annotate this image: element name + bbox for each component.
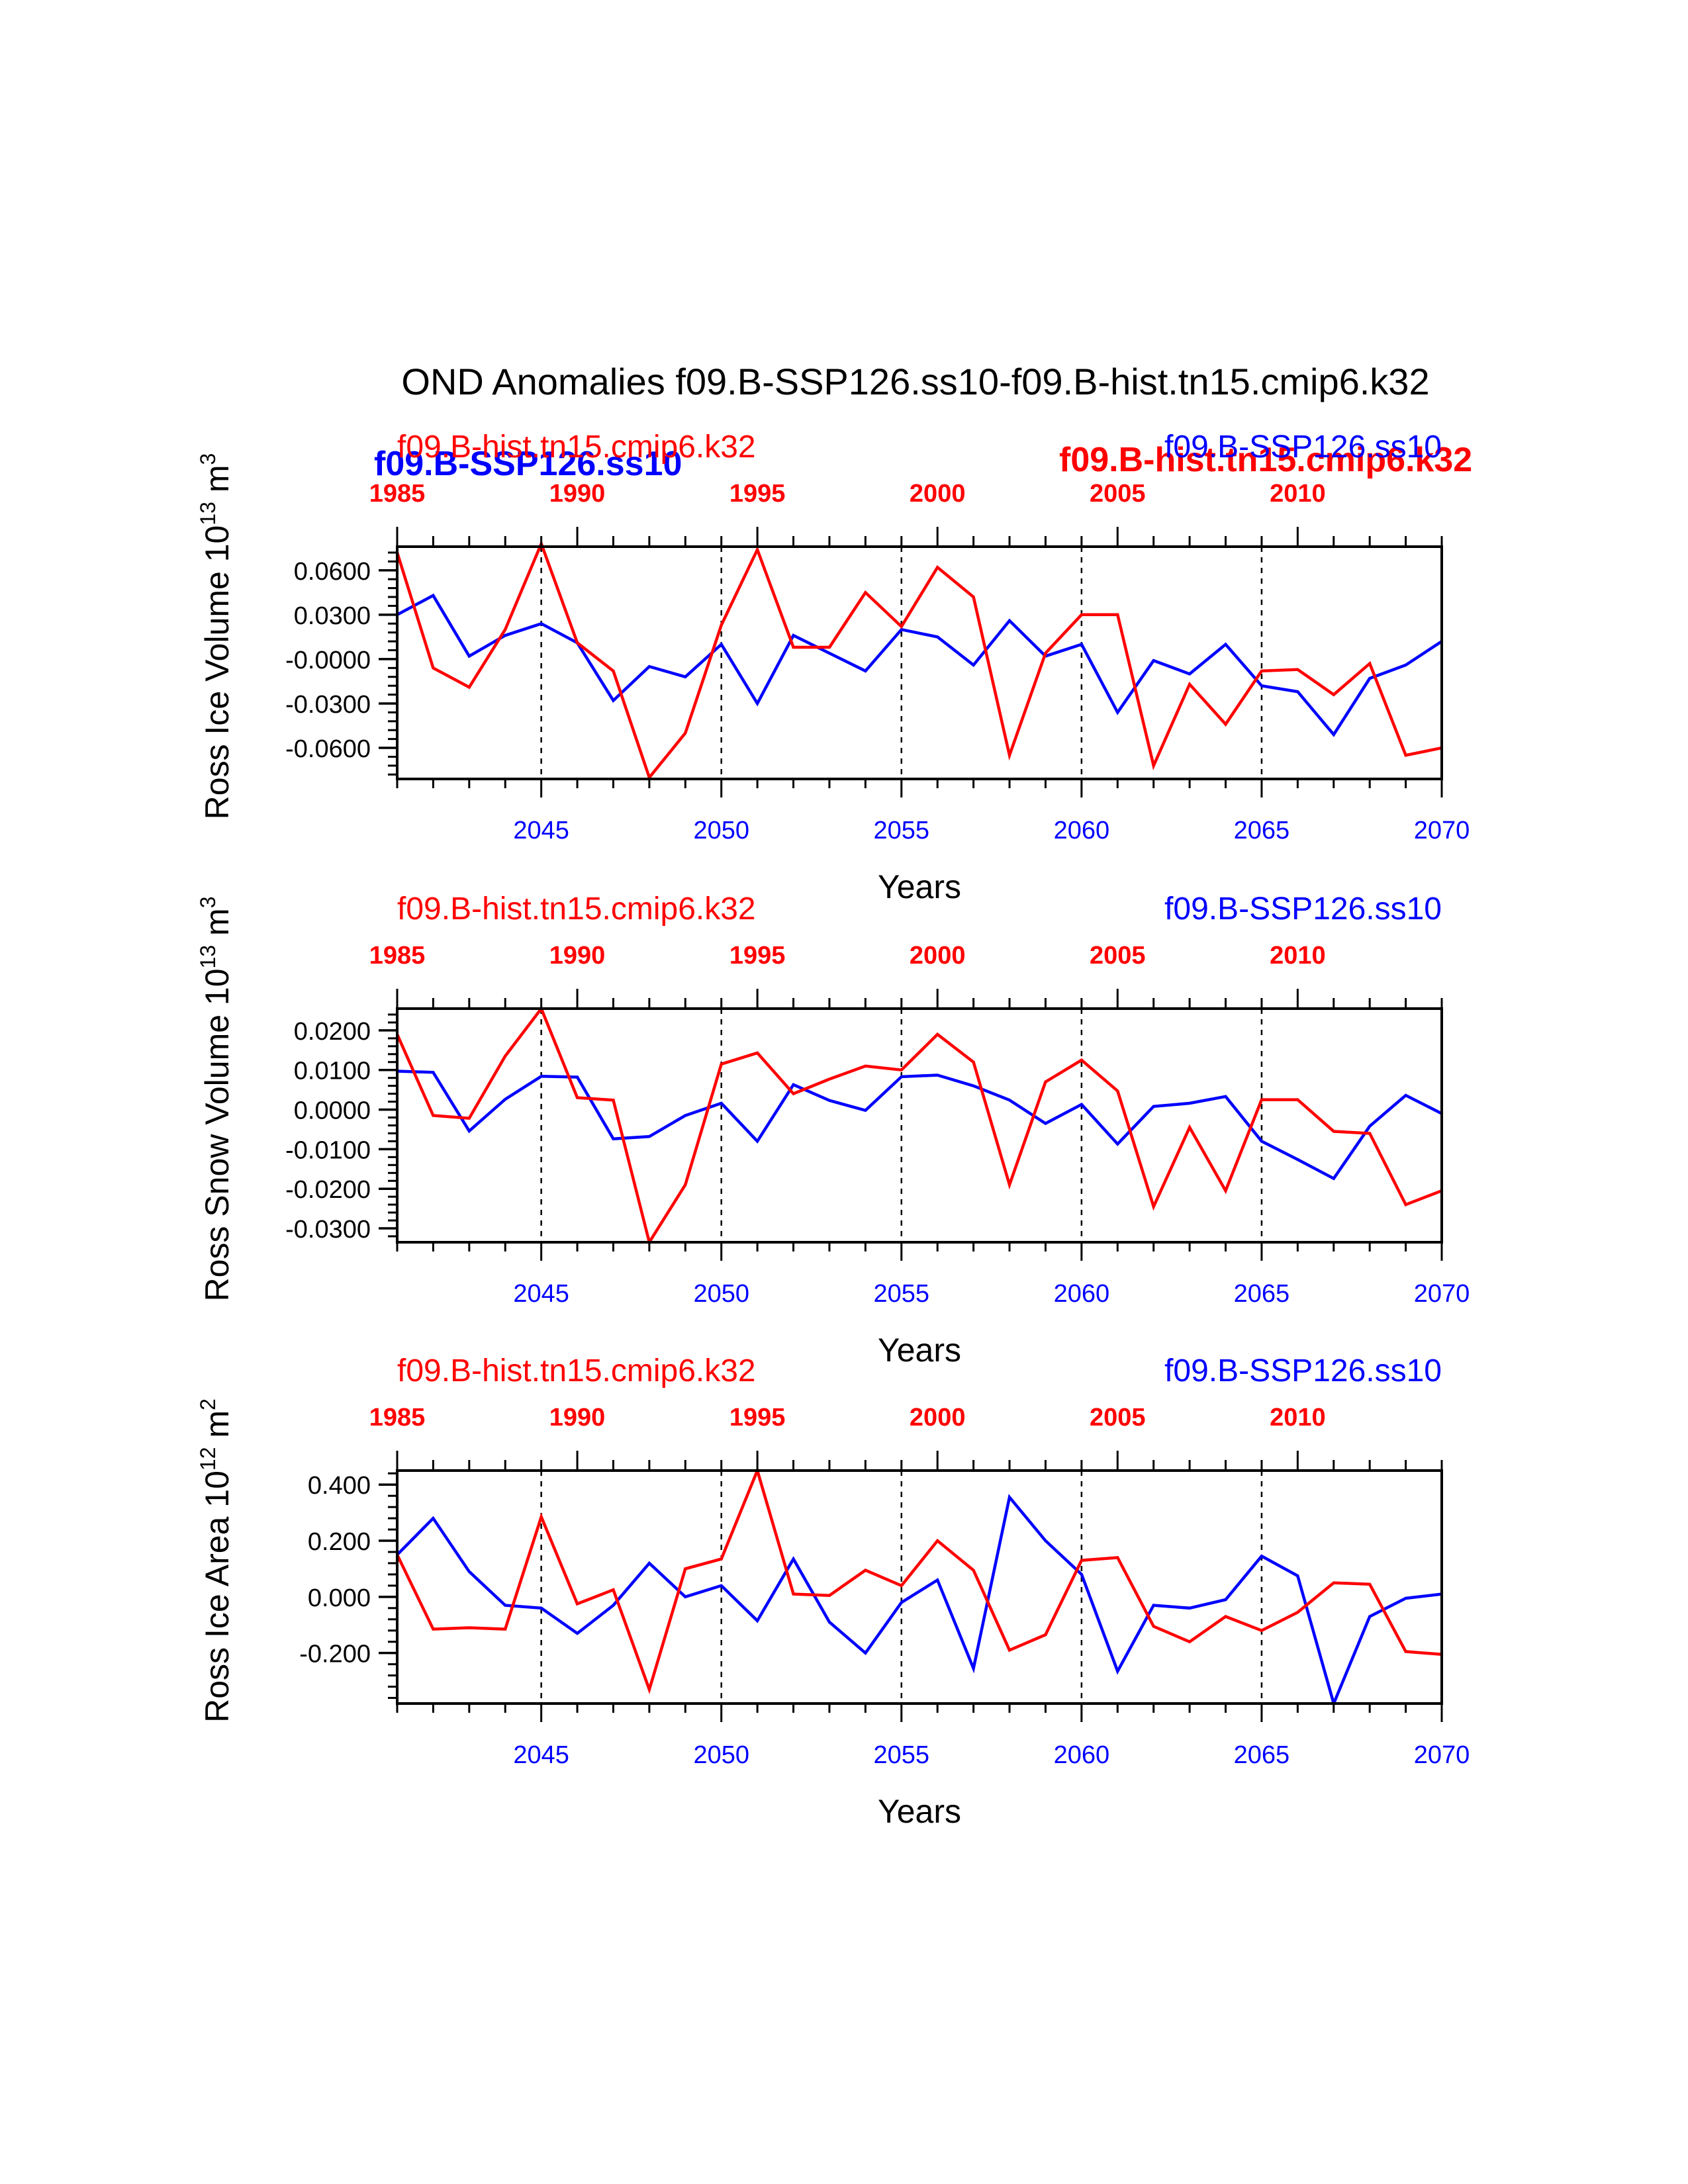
series-line-ssp126 bbox=[396, 1494, 1442, 1708]
plot-frame bbox=[396, 545, 1443, 780]
x-bottom-tick-label: 2055 bbox=[874, 1280, 930, 1308]
chart-panel-1: 0.0600 0.0300 -0.0000 -0.0300 -0.0600 2045 205… bbox=[196, 430, 1470, 905]
x-bottom-tick-label: 2065 bbox=[1234, 1741, 1290, 1769]
x-top-tick-label: 2005 bbox=[1090, 942, 1146, 970]
x-top-tick-label: 1995 bbox=[729, 1404, 786, 1432]
x-axis-label: Years bbox=[878, 1793, 961, 1830]
plot-frame bbox=[396, 1469, 1443, 1705]
x-bottom-tick-label: 2055 bbox=[874, 817, 930, 844]
y-tick-label: 0.400 bbox=[308, 1472, 371, 1500]
x-top-tick-label: 1990 bbox=[549, 942, 606, 970]
figure-title: OND Anomalies f09.B-SSP126.ss10-f09.B-hi… bbox=[401, 361, 1429, 402]
series-line-hist bbox=[395, 1466, 1442, 1694]
x-axis-label: Years bbox=[878, 868, 961, 905]
top-right-case-label: f09.B-SSP126.ss10 bbox=[1164, 1353, 1442, 1388]
x-top-tick-label: 1985 bbox=[369, 942, 426, 970]
x-bottom-tick-label: 2045 bbox=[513, 1280, 569, 1308]
x-top-tick-label: 1990 bbox=[549, 1404, 606, 1432]
top-right-case-label: f09.B-SSP126.ss10 bbox=[1164, 430, 1442, 465]
y-label-exponent: 12 bbox=[196, 1447, 220, 1471]
y-label-unit: m bbox=[199, 465, 236, 502]
x-top-tick-label: 2000 bbox=[910, 1404, 966, 1432]
y-tick-label: 0.0600 bbox=[294, 558, 371, 586]
x-bottom-tick-label: 2045 bbox=[513, 1741, 569, 1769]
y-tick-label: 0.0000 bbox=[294, 1097, 371, 1125]
x-top-tick-label: 2010 bbox=[1270, 1404, 1326, 1432]
y-label-unit-exponent: 2 bbox=[196, 1398, 220, 1410]
x-bottom-tick-label: 2065 bbox=[1234, 817, 1290, 844]
x-top-tick-label: 2000 bbox=[910, 480, 966, 508]
y-axis-label: Ross Ice Area 1012 m2 bbox=[196, 1398, 236, 1723]
y-tick-label: -0.0300 bbox=[285, 691, 371, 719]
y-tick-label: -0.0200 bbox=[285, 1176, 371, 1204]
y-tick-label: 0.200 bbox=[308, 1528, 371, 1556]
y-label-unit: m bbox=[199, 1410, 236, 1447]
series-line-ssp126 bbox=[397, 1069, 1443, 1181]
overlay-red-label: f09.B-hist.tn15.cmip6.k32 bbox=[1059, 441, 1472, 479]
top-right-case-label: f09.B-SSP126.ss10 bbox=[1164, 891, 1442, 927]
x-top-tick-label: 2005 bbox=[1090, 480, 1146, 508]
y-tick-label: 0.0200 bbox=[294, 1018, 371, 1046]
x-top-tick-label: 2010 bbox=[1270, 480, 1326, 508]
y-label-exponent: 13 bbox=[196, 502, 220, 525]
x-top-tick-label: 1985 bbox=[369, 480, 426, 508]
x-bottom-tick-label: 2065 bbox=[1234, 1280, 1290, 1308]
x-top-tick-label: 1995 bbox=[729, 942, 786, 970]
x-bottom-tick-label: 2050 bbox=[693, 1280, 749, 1308]
x-bottom-tick-label: 2050 bbox=[693, 817, 749, 844]
x-bottom-tick-label: 2060 bbox=[1054, 1741, 1110, 1769]
x-top-tick-label: 1990 bbox=[549, 480, 606, 508]
x-top-tick-label: 2005 bbox=[1090, 1404, 1146, 1432]
y-tick-label: -0.200 bbox=[299, 1641, 371, 1668]
x-bottom-tick-label: 2045 bbox=[513, 817, 569, 844]
y-tick-label: 0.0300 bbox=[294, 602, 371, 630]
y-label-text: Ross Ice Area 10 bbox=[199, 1471, 236, 1723]
y-axis-label: Ross Snow Volume 1013 m3 bbox=[196, 897, 236, 1302]
x-bottom-tick-label: 2070 bbox=[1414, 817, 1470, 844]
chart-panel-3: 0.400 0.200 0.000 -0.200 2045 2050 2055 2060 206… bbox=[196, 1353, 1470, 1830]
x-bottom-tick-label: 2055 bbox=[874, 1741, 930, 1769]
y-tick-label: -0.0600 bbox=[285, 735, 371, 763]
y-tick-label: -0.0000 bbox=[285, 647, 371, 674]
chart-panels: 0.0600 0.0300 -0.0000 -0.0300 -0.0600 2045 205… bbox=[196, 430, 1470, 1830]
x-bottom-tick-label: 2070 bbox=[1414, 1280, 1470, 1308]
series-line-hist bbox=[395, 539, 1442, 781]
x-top-tick-label: 2010 bbox=[1270, 942, 1326, 970]
y-label-unit-exponent: 3 bbox=[196, 897, 220, 909]
y-label-unit: m bbox=[199, 908, 236, 945]
x-bottom-tick-label: 2060 bbox=[1054, 817, 1110, 844]
x-top-tick-label: 1985 bbox=[369, 1404, 426, 1432]
x-bottom-tick-label: 2070 bbox=[1414, 1741, 1470, 1769]
y-label-text: Ross Snow Volume 10 bbox=[199, 968, 236, 1301]
x-top-tick-label: 1995 bbox=[729, 480, 786, 508]
y-tick-label: -0.0300 bbox=[285, 1216, 371, 1244]
y-tick-label: -0.0100 bbox=[285, 1136, 371, 1164]
x-bottom-tick-label: 2050 bbox=[693, 1741, 749, 1769]
series-line-ssp126 bbox=[396, 593, 1443, 737]
overlay-blue-label: f09.B-SSP126.ss10 bbox=[374, 445, 682, 483]
series-line-hist bbox=[395, 1005, 1442, 1246]
x-bottom-tick-label: 2060 bbox=[1054, 1280, 1110, 1308]
y-tick-label: 0.000 bbox=[308, 1584, 371, 1612]
y-label-exponent: 13 bbox=[196, 945, 220, 969]
y-label-text: Ross Ice Volume 10 bbox=[199, 525, 236, 820]
chart-panel-2: 0.0200 0.0100 0.0000 -0.0100 -0.0200 -0.0300 2… bbox=[196, 891, 1470, 1369]
top-left-case-label: f09.B-hist.tn15.cmip6.k32 bbox=[397, 891, 756, 927]
top-left-case-label: f09.B-hist.tn15.cmip6.k32 bbox=[397, 1353, 756, 1388]
x-top-tick-label: 2000 bbox=[910, 942, 966, 970]
x-axis-label: Years bbox=[878, 1332, 961, 1369]
top-left-case-label: f09.B-hist.tn15.cmip6.k32 bbox=[397, 430, 756, 465]
y-tick-label: 0.0100 bbox=[294, 1058, 371, 1085]
y-label-unit-exponent: 3 bbox=[196, 453, 220, 465]
y-axis-label: Ross Ice Volume 1013 m3 bbox=[196, 453, 236, 820]
